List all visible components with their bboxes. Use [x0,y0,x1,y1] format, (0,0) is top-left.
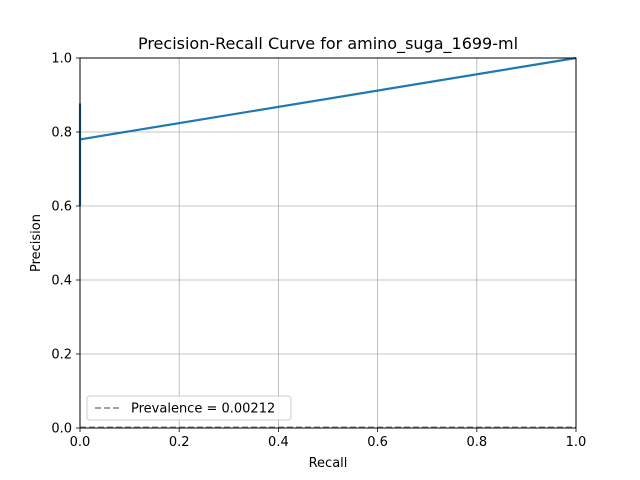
y-tick-label: 1.0 [51,52,72,67]
y-tick-label: 0.4 [51,274,72,289]
legend-box [86,395,292,421]
legend-label: Prevalence = 0.00212 [131,402,275,417]
x-axis-label: Recall [309,456,348,471]
y-tick-label: 0.2 [51,348,72,363]
x-tick-label: 0.6 [367,435,388,450]
chart-title: Precision-Recall Curve for amino_suga_16… [138,34,518,54]
x-tick-label: 0.8 [466,435,487,450]
y-tick-label: 0.0 [51,422,72,437]
x-tick-label: 0.0 [70,435,91,450]
axes-frame [79,57,577,429]
x-tick-label: 1.0 [566,435,587,450]
x-tick-label: 0.2 [169,435,190,450]
legend: Prevalence = 0.00212 [86,395,292,421]
y-axis-label: Precision [29,214,44,272]
grid-lines [79,57,577,429]
y-tick-label: 0.8 [51,126,72,141]
axis-ticks: 0.0 0.2 0.4 0.6 0.8 1.0 0.0 0.2 0.4 0.6 0.8 1.0 [51,52,586,451]
x-tick-label: 0.4 [268,435,289,450]
y-tick-label: 0.6 [51,200,72,215]
